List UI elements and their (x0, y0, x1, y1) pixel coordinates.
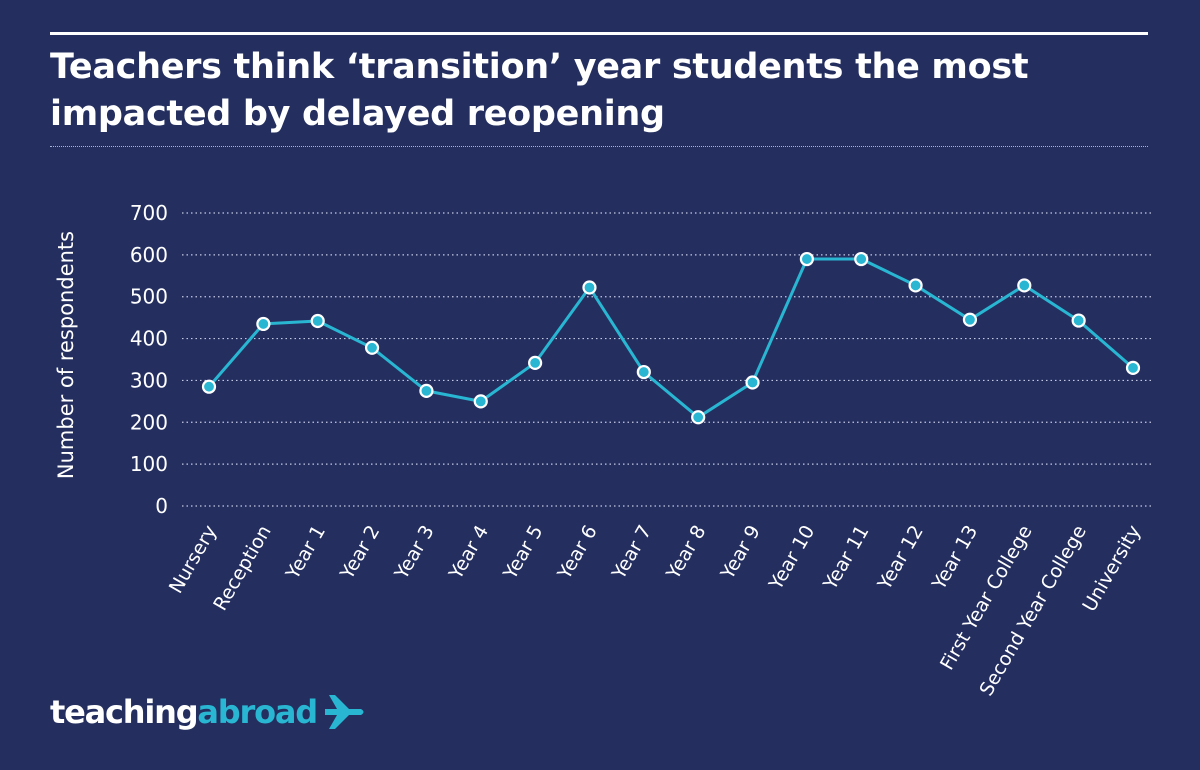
y-tick-label: 300 (130, 368, 168, 392)
data-point (1071, 313, 1086, 328)
y-axis-label: Number of respondents (54, 231, 78, 479)
y-tick-label: 0 (155, 494, 168, 518)
data-point (201, 379, 217, 394)
x-tick-label: Year 10 (764, 522, 819, 595)
y-tick-label: 100 (130, 452, 168, 476)
top-rule (50, 32, 1148, 35)
data-point (473, 394, 488, 409)
data-point (419, 383, 434, 398)
y-tick-label: 500 (130, 285, 168, 309)
data-point (1125, 360, 1141, 375)
x-tick-label: Year 7 (607, 522, 656, 584)
data-point (1017, 278, 1032, 293)
x-tick-label: Year 6 (553, 522, 602, 584)
data-point (636, 364, 651, 380)
data-point (745, 375, 760, 390)
data-point (908, 278, 923, 293)
airplane-icon (324, 695, 364, 729)
chart-title: Teachers think ‘transition’ year student… (50, 44, 1150, 138)
teachingabroad-logo: teaching abroad (50, 690, 367, 734)
logo-text-abroad: abroad (197, 693, 318, 731)
y-tick-label: 400 (130, 327, 168, 351)
x-tick-label: Year 1 (281, 522, 330, 584)
logo-text-teaching: teaching (50, 693, 199, 731)
gridlines (182, 212, 1152, 507)
x-tick-label: Year 2 (336, 522, 385, 584)
y-tick-label: 600 (130, 243, 168, 267)
x-tick-label: Year 13 (927, 522, 982, 595)
x-tick-label: Year 11 (819, 522, 874, 595)
data-points (201, 251, 1141, 425)
title-divider (50, 146, 1148, 147)
data-point (310, 313, 325, 329)
data-point (256, 316, 271, 332)
data-point (799, 251, 814, 267)
x-tick-label: Year 12 (873, 522, 928, 595)
y-tick-label: 700 (130, 201, 168, 225)
data-point (582, 280, 597, 295)
x-tick-label: Year 8 (662, 522, 711, 584)
y-axis-ticks: 0 100 200 300 400 500 600 700 (130, 201, 168, 518)
data-point (364, 340, 380, 355)
data-point (854, 251, 869, 267)
data-point (962, 312, 978, 327)
x-tick-label: Year 5 (499, 522, 548, 584)
series-line (207, 257, 1134, 419)
x-tick-label: Year 4 (444, 522, 493, 584)
x-tick-label: Nursery (165, 522, 221, 598)
x-tick-label: Year 3 (390, 522, 439, 584)
data-point (691, 410, 706, 425)
chart-title-line-1: Teachers think ‘transition’ year student… (50, 47, 1029, 87)
y-tick-label: 200 (130, 410, 168, 434)
x-tick-label: Year 9 (716, 522, 765, 584)
data-point (528, 355, 543, 370)
chart-title-line-2: impacted by delayed reopening (50, 94, 665, 134)
x-tick-label: Second Year College (975, 522, 1091, 700)
